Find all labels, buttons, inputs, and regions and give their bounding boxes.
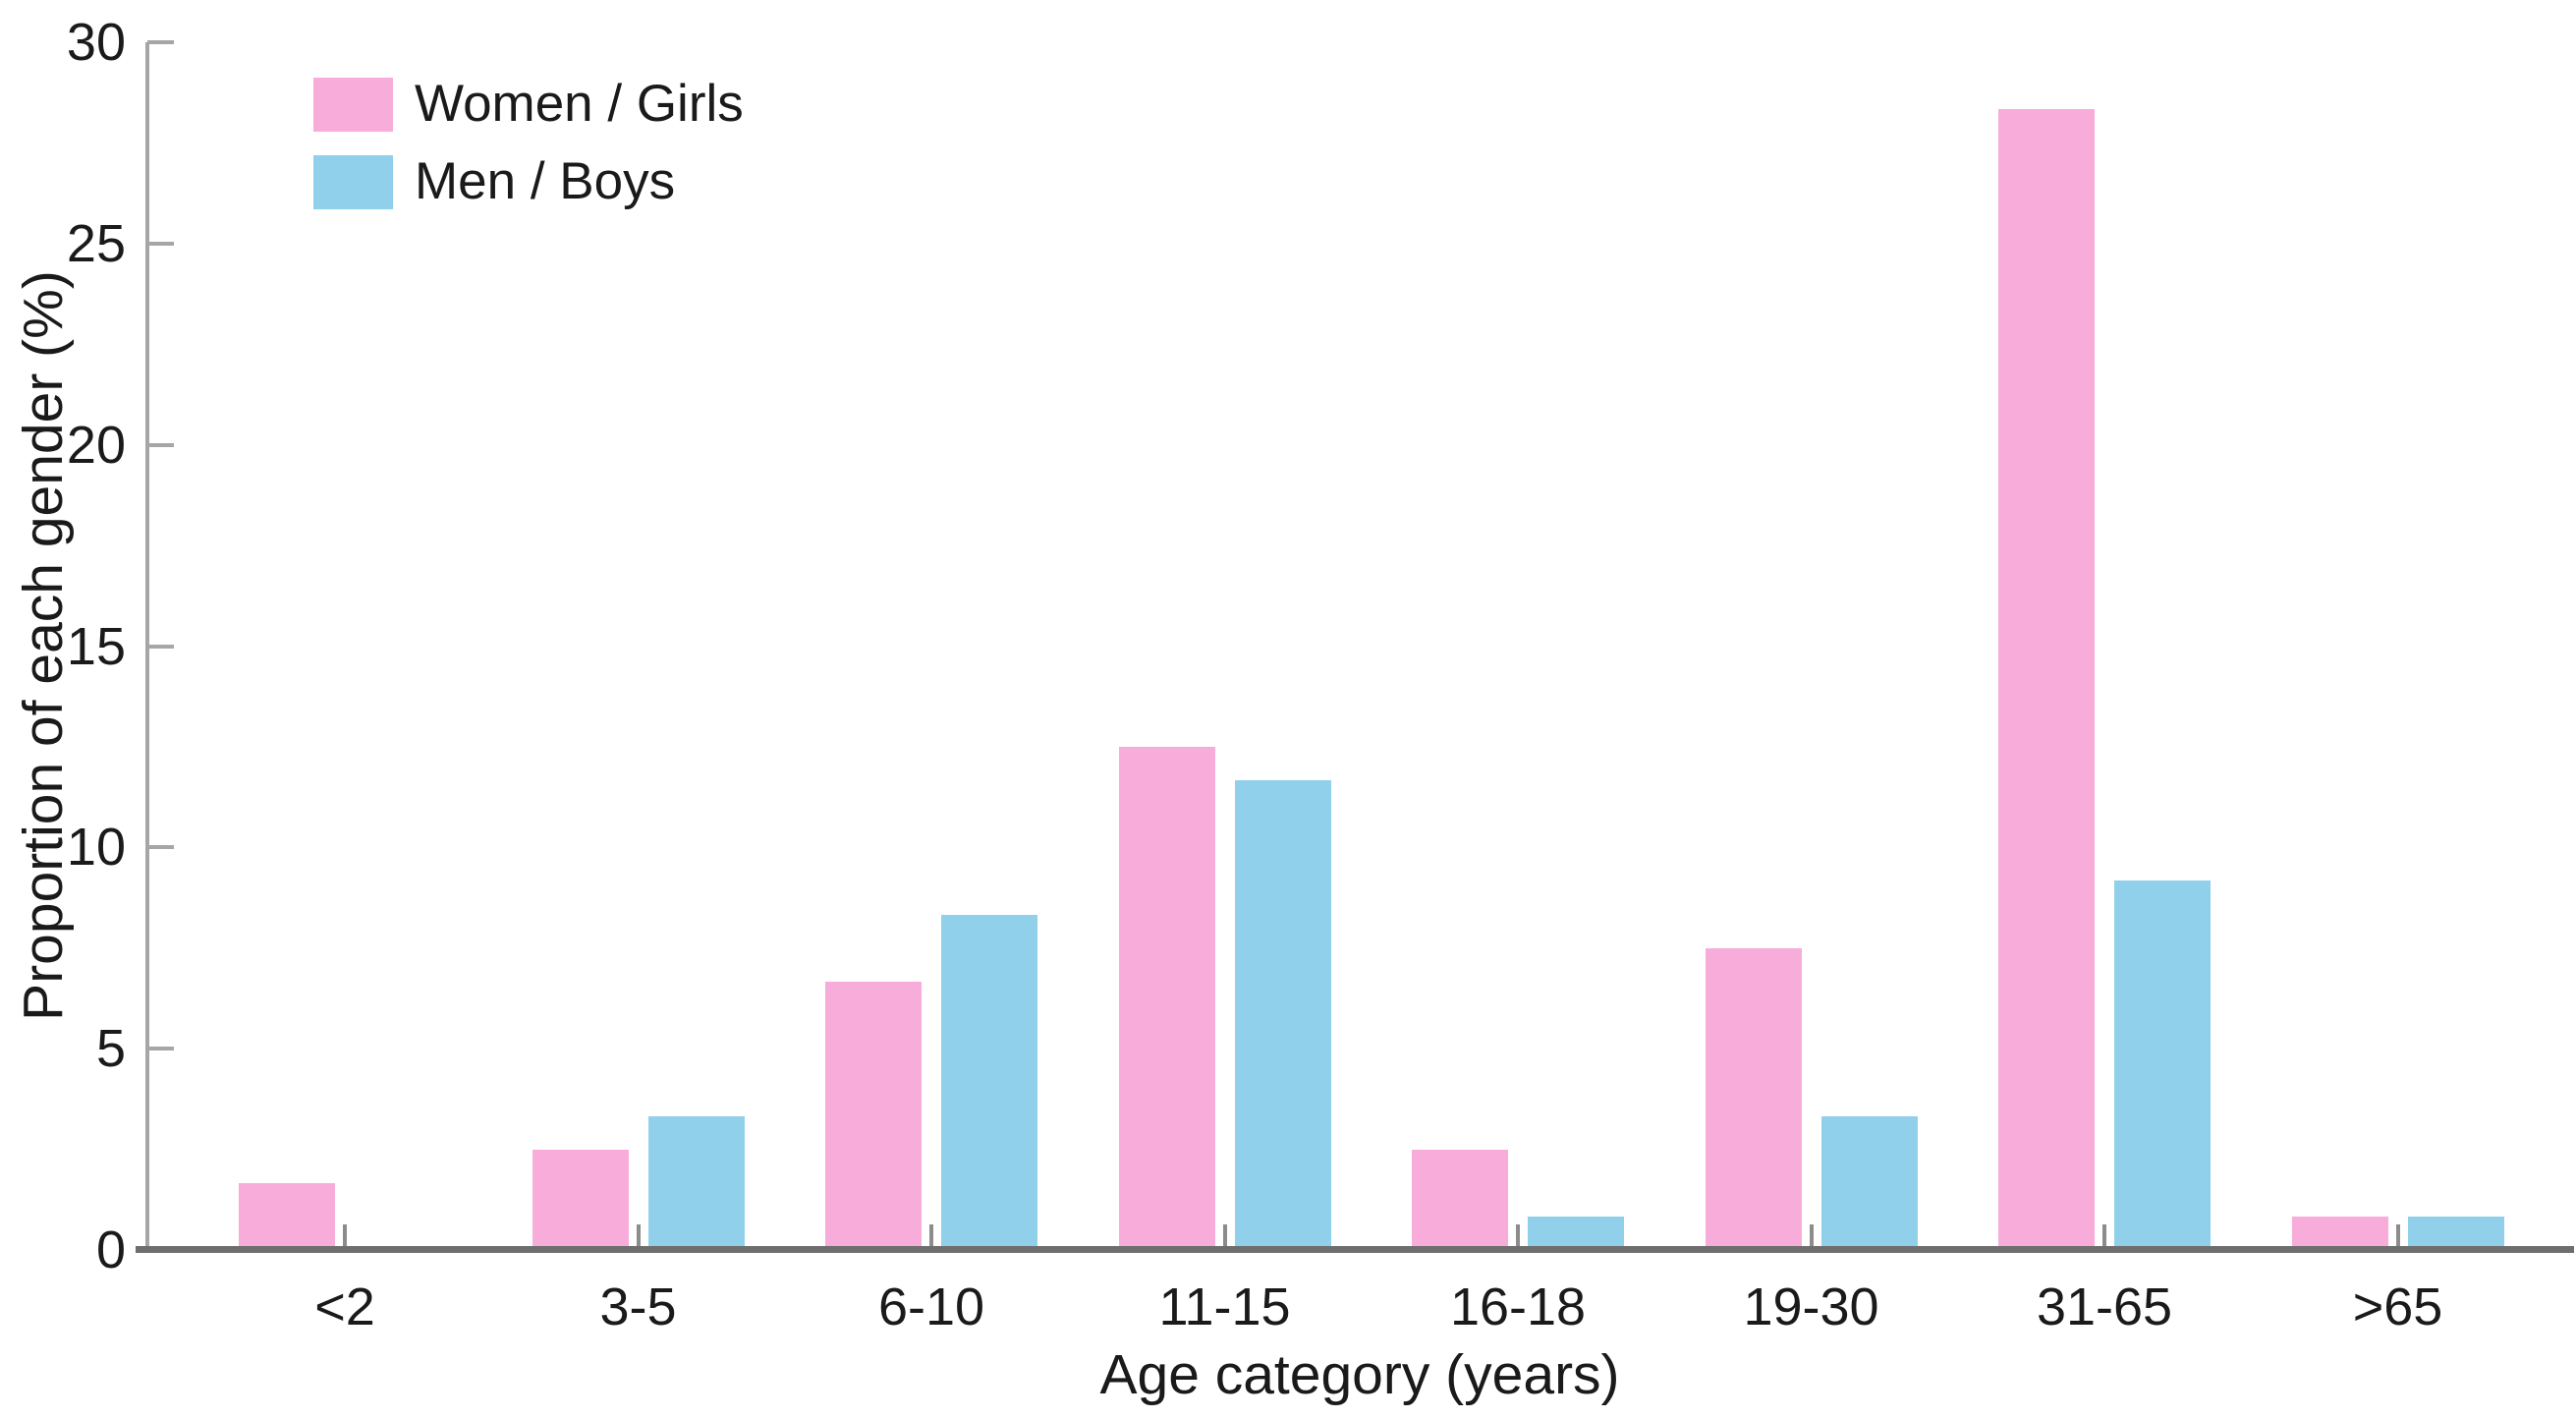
x-tick-31-65 [2102,1224,2106,1250]
legend: Women / Girls Men / Boys [313,77,744,232]
x-tick-label-11-15: 11-15 [1158,1277,1291,1336]
x-tick-16-18 [1516,1224,1520,1250]
legend-swatch-men-boys [313,154,393,209]
legend-item-women-girls: Women / Girls [313,77,744,132]
bar-men-boys-31-65 [2114,880,2211,1250]
y-tick-25 [147,241,174,246]
y-tick-20 [147,442,174,447]
y-tick-10 [147,845,174,850]
x-tick-11-15 [1222,1224,1227,1250]
y-tick-30 [147,40,174,44]
y-tick-label-0: 0 [95,1220,126,1279]
legend-item-men-boys: Men / Boys [313,154,744,209]
legend-label-women-girls: Women / Girls [415,75,744,133]
bar-women-girls-65 [2291,1217,2388,1250]
x-tick-label-3-5: 3-5 [599,1277,677,1336]
x-tick-label-65: >65 [2352,1277,2443,1336]
bar-women-girls-3-5 [532,1149,629,1250]
x-tick-label-31-65: 31-65 [2036,1277,2173,1336]
x-tick-3-5 [636,1224,641,1250]
x-tick-2 [343,1224,347,1250]
legend-swatch-women-girls [313,77,393,132]
bar-women-girls-19-30 [1705,947,1802,1250]
y-tick-15 [147,644,174,649]
x-axis-line [136,1246,2574,1253]
y-tick-label-15: 15 [66,616,126,676]
x-tick-label-2: <2 [314,1277,375,1336]
x-tick-19-30 [1809,1224,1814,1250]
y-tick-label-30: 30 [66,13,126,72]
x-tick-6-10 [929,1224,933,1250]
y-tick-label-5: 5 [95,1019,126,1079]
bar-women-girls-6-10 [825,981,922,1250]
bar-men-boys-3-5 [647,1115,745,1250]
bar-women-girls-2 [239,1182,335,1250]
bar-men-boys-11-15 [1234,779,1331,1250]
legend-label-men-boys: Men / Boys [415,152,676,210]
bar-men-boys-6-10 [941,914,1037,1250]
plot-area [136,40,2574,1253]
bar-women-girls-11-15 [1118,746,1215,1250]
bar-men-boys-65 [2407,1217,2504,1250]
y-tick-label-20: 20 [66,415,126,475]
y-tick-5 [147,1047,174,1051]
x-tick-label-6-10: 6-10 [877,1277,985,1336]
bar-men-boys-16-18 [1528,1217,1624,1250]
x-tick-label-19-30: 19-30 [1743,1277,1879,1336]
bar-men-boys-19-30 [1820,1115,1918,1250]
x-axis-title: Age category (years) [1099,1343,1620,1406]
bar-women-girls-16-18 [1412,1149,1508,1250]
y-tick-label-10: 10 [66,818,126,878]
x-tick-label-16-18: 16-18 [1449,1277,1587,1336]
bar-women-girls-31-65 [1998,109,2095,1250]
y-tick-label-25: 25 [66,213,126,273]
x-tick-65 [2395,1224,2400,1250]
